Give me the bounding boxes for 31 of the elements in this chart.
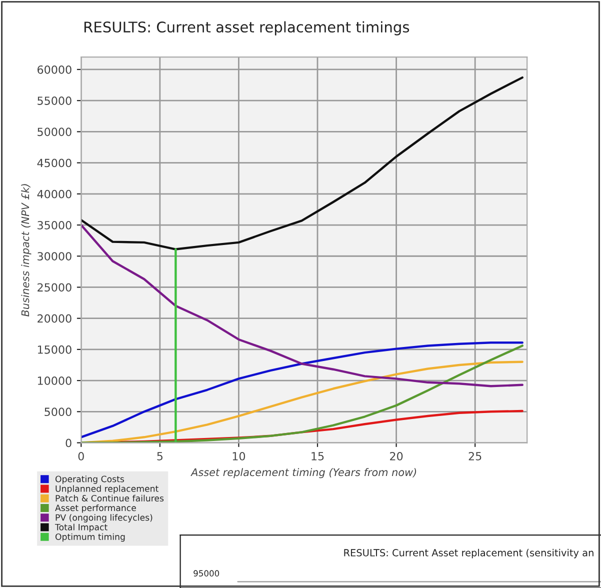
- y-tick-label: 40000: [37, 190, 72, 198]
- y-tick-label: 35000: [38, 220, 72, 230]
- x-tick-label: 20: [390, 452, 403, 460]
- x-tick-label: 0: [78, 452, 84, 460]
- x-tick-label: 5: [157, 452, 162, 460]
- y-tick-label: 15000: [38, 345, 72, 354]
- legend-label: Patch & Continue failures: [56, 494, 164, 502]
- x-tick-label: 10: [232, 452, 246, 460]
- y-tick-label: 50000: [38, 128, 72, 136]
- text: 95000: [194, 570, 220, 576]
- text: RESULTS: Current Asset replacement (sensitivity an: [344, 548, 594, 558]
- legend-label: Operating Costs: [55, 476, 124, 484]
- x-tick-label: 15: [312, 452, 324, 460]
- y-tick-label: 20000: [38, 314, 72, 323]
- x-tick-label: 25: [468, 452, 482, 460]
- legend-label: Asset performance: [55, 504, 136, 513]
- y-axis-title: Business impact (NPV £k): [21, 184, 32, 316]
- y-tick-label: 30000: [38, 252, 72, 260]
- legend-label: Total Impact: [54, 524, 108, 532]
- y-tick-label: 10000: [38, 376, 72, 385]
- y-tick-label: 55000: [38, 96, 72, 105]
- legend-label: Optimum timing: [55, 533, 125, 542]
- chart-title: RESULTS: Current asset replacement timings: [84, 21, 410, 36]
- y-tick-label: 0: [66, 438, 72, 448]
- legend-label: PV (ongoing lifecycles): [56, 514, 152, 522]
- legend-label: Unplanned replacement: [56, 485, 158, 494]
- y-tick-label: 5000: [44, 408, 72, 416]
- y-tick-label: 60000: [38, 65, 72, 74]
- y-tick-label: 45000: [37, 158, 72, 168]
- y-tick-label: 25000: [38, 283, 72, 292]
- x-axis-title: Asset replacement timing (Years from now): [190, 468, 416, 478]
